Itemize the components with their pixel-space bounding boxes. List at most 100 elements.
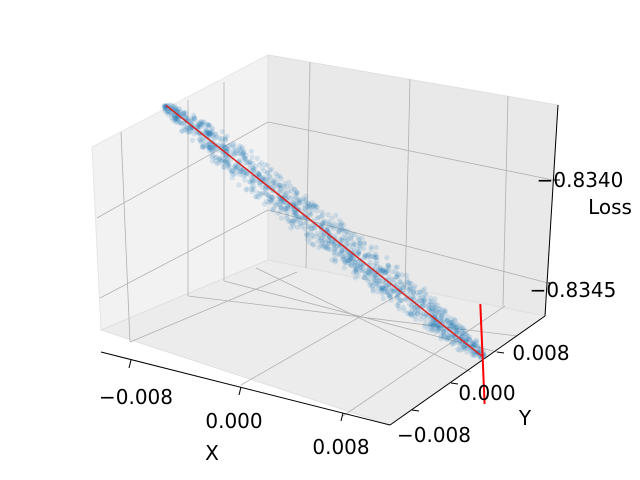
cloud-point xyxy=(283,206,289,212)
cloud-point xyxy=(397,297,403,304)
cloud-point xyxy=(312,203,318,210)
cloud-point xyxy=(246,159,252,165)
cloud-point xyxy=(398,297,404,303)
cloud-point xyxy=(410,307,416,313)
cloud-point xyxy=(345,257,352,264)
cloud-point xyxy=(212,145,218,151)
cloud-point xyxy=(206,130,212,136)
cloud-point xyxy=(229,167,235,174)
cloud-point xyxy=(278,186,284,192)
cloud-point xyxy=(319,241,325,247)
cloud-point xyxy=(402,296,408,302)
cloud-point xyxy=(417,289,424,295)
cloud-point xyxy=(430,322,436,328)
cloud-point xyxy=(339,226,345,232)
cloud-point xyxy=(352,266,358,272)
y-tick-1 xyxy=(411,409,420,412)
cloud-point xyxy=(273,201,279,208)
cloud-point xyxy=(179,128,185,134)
cloud-point xyxy=(407,280,413,286)
x-axis-line xyxy=(100,351,391,426)
cloud-point xyxy=(422,303,428,309)
cloud-point xyxy=(361,240,367,246)
cloud-point xyxy=(232,165,238,171)
cloud-point xyxy=(213,155,219,161)
cloud-point xyxy=(389,276,395,282)
cloud-point xyxy=(297,220,303,226)
cloud-point xyxy=(388,297,394,303)
cloud-point xyxy=(258,192,264,198)
cloud-point xyxy=(437,325,443,331)
cloud-point xyxy=(207,146,213,153)
cloud-point xyxy=(435,324,441,330)
cloud-point xyxy=(162,105,168,111)
z-axis-title: Loss xyxy=(588,195,632,219)
cloud-point xyxy=(441,335,448,341)
cloud-point xyxy=(404,276,410,283)
cloud-point xyxy=(232,150,238,156)
cloud-point xyxy=(386,293,392,299)
cloud-point xyxy=(292,209,298,215)
cloud-point xyxy=(318,237,324,243)
cloud-point xyxy=(407,284,413,290)
cloud-point xyxy=(449,320,455,326)
cloud-point xyxy=(348,254,354,260)
y-axis-line xyxy=(389,315,546,426)
cloud-point xyxy=(317,235,323,241)
cloud-point xyxy=(283,206,289,212)
cloud-point xyxy=(304,200,311,207)
cloud-point xyxy=(373,280,379,287)
cloud-point xyxy=(219,129,225,135)
cloud-point xyxy=(267,173,273,180)
cloud-point xyxy=(269,194,275,200)
cloud-point xyxy=(290,199,296,205)
y-tick-label-3: 0.008 xyxy=(512,341,569,365)
cloud-point xyxy=(407,311,413,317)
cloud-point xyxy=(381,270,388,276)
cloud-point xyxy=(397,278,403,284)
cloud-point xyxy=(385,262,391,268)
cloud-point xyxy=(273,179,280,185)
cloud-point xyxy=(366,269,372,276)
cloud-point xyxy=(197,119,203,125)
cloud-point xyxy=(282,192,288,198)
cloud-point xyxy=(435,327,442,333)
cloud-point xyxy=(412,283,418,289)
cloud-point xyxy=(367,254,373,260)
cloud-point xyxy=(173,119,179,125)
cloud-point xyxy=(288,225,294,231)
cloud-point xyxy=(241,154,247,160)
cloud-point xyxy=(285,205,291,211)
cloud-point xyxy=(413,316,419,322)
cloud-point xyxy=(371,272,378,278)
cloud-point xyxy=(202,140,208,146)
cloud-point xyxy=(432,296,438,302)
cloud-point xyxy=(345,260,351,266)
cloud-point xyxy=(230,148,236,154)
grid-yw-1 xyxy=(120,131,131,343)
cloud-point xyxy=(356,240,362,246)
cloud-point xyxy=(352,267,358,274)
cloud-point xyxy=(270,178,276,184)
cloud-point xyxy=(441,328,447,334)
cloud-point xyxy=(232,152,238,158)
cloud-point xyxy=(325,243,331,250)
cloud-point xyxy=(339,220,345,226)
cloud-point xyxy=(389,269,395,275)
cloud-point xyxy=(293,201,299,207)
cloud-point xyxy=(345,257,351,264)
cloud-point xyxy=(451,340,457,347)
cloud-point xyxy=(272,181,278,187)
cloud-point xyxy=(242,169,248,175)
cloud-point xyxy=(168,112,175,118)
z-tick-label-2: −0.8345 xyxy=(530,278,617,302)
cloud-point xyxy=(417,289,423,295)
cloud-point xyxy=(314,203,320,210)
cloud-point xyxy=(205,141,211,147)
grid-x-2 xyxy=(240,290,406,386)
cloud-point xyxy=(453,325,459,331)
cloud-point xyxy=(342,228,348,234)
cloud-point xyxy=(175,116,181,122)
cloud-point xyxy=(417,295,423,301)
cloud-point xyxy=(222,137,228,143)
